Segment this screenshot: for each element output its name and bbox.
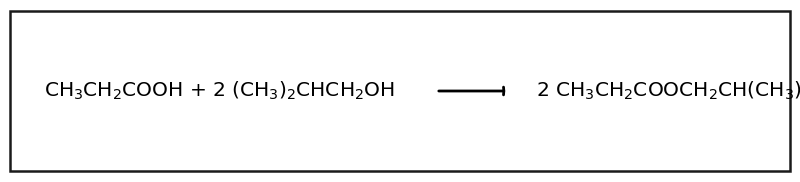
Text: 2 CH$_3$CH$_2$COOCH$_2$CH(CH$_3$)$_2$: 2 CH$_3$CH$_2$COOCH$_2$CH(CH$_3$)$_2$ (536, 80, 800, 102)
Text: CH$_3$CH$_2$COOH + 2 (CH$_3$)$_2$CHCH$_2$OH: CH$_3$CH$_2$COOH + 2 (CH$_3$)$_2$CHCH$_2… (44, 80, 395, 102)
